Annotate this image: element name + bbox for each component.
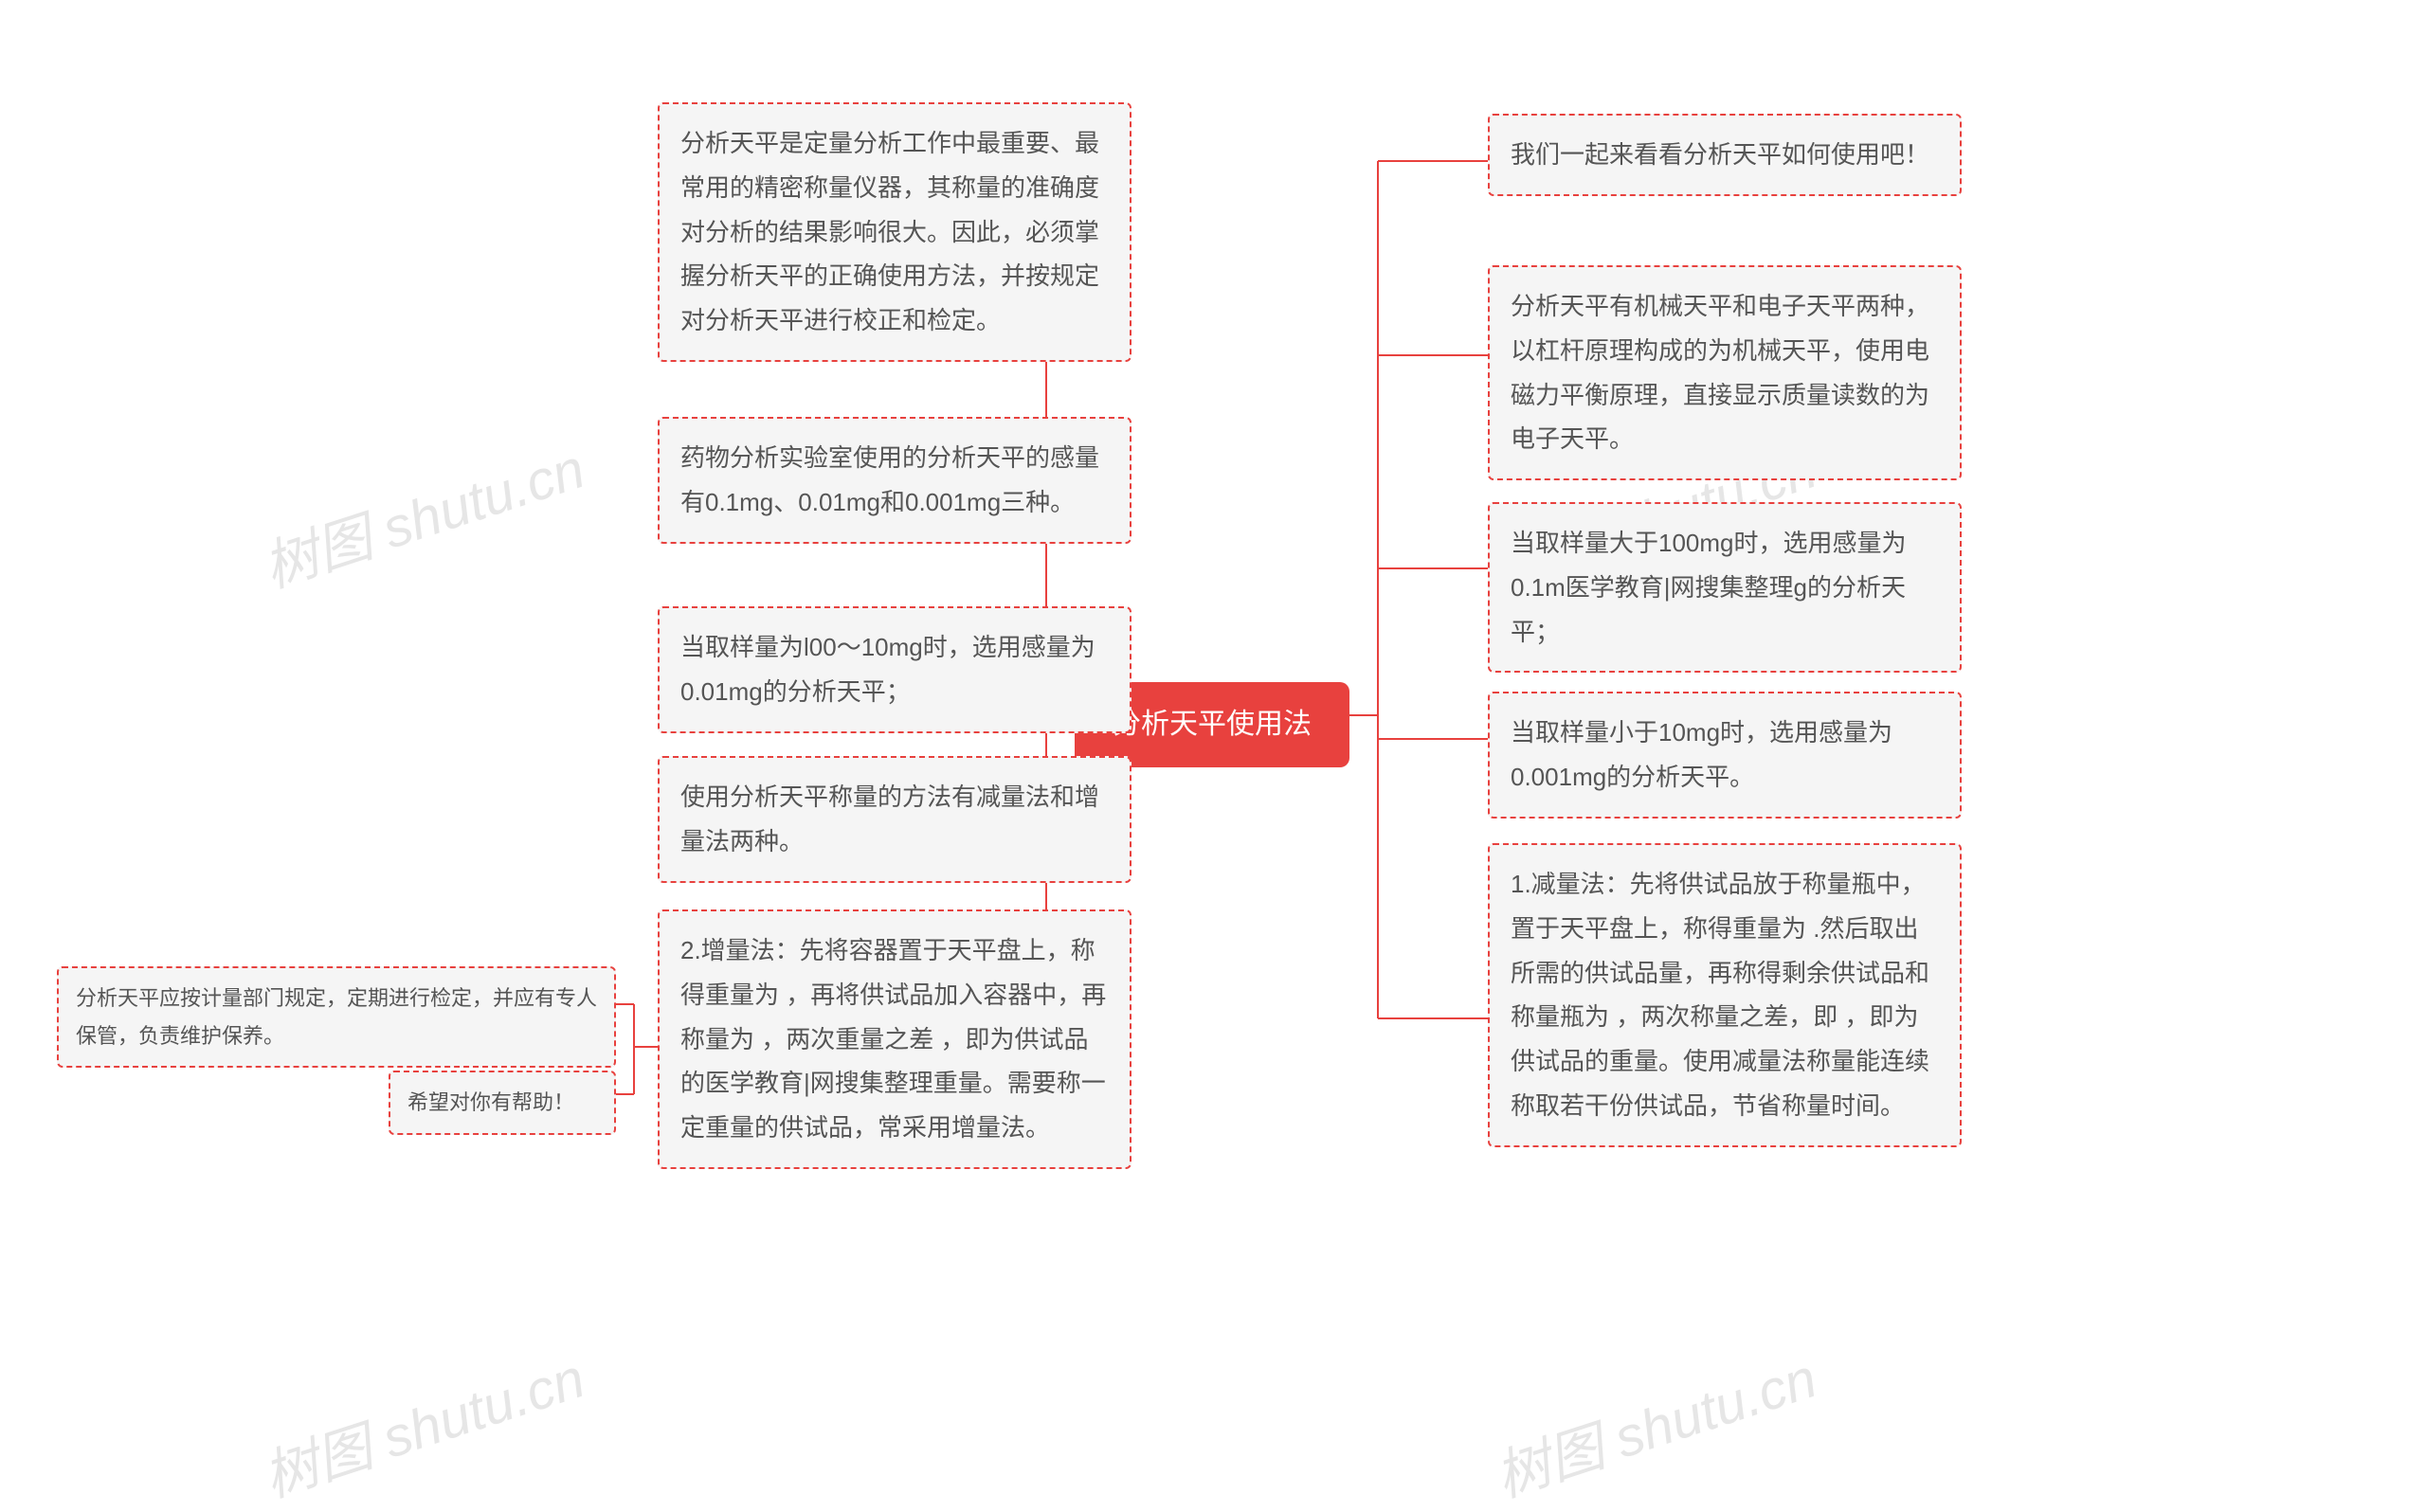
right-node-3: 当取样量小于10mg时，选用感量为0.001mg的分析天平。 xyxy=(1488,692,1962,819)
right-node-1: 分析天平有机械天平和电子天平两种，以杠杆原理构成的为机械天平，使用电磁力平衡原理… xyxy=(1488,265,1962,480)
left-node-0: 分析天平是定量分析工作中最重要、最常用的精密称量仪器，其称量的准确度对分析的结果… xyxy=(658,102,1132,362)
node-text: 分析天平是定量分析工作中最重要、最常用的精密称量仪器，其称量的准确度对分析的结果… xyxy=(680,129,1099,334)
left-leaf-0: 分析天平应按计量部门规定，定期进行检定，并应有专人保管，负责维护保养。 xyxy=(57,966,616,1068)
node-text: 当取样量小于10mg时，选用感量为0.001mg的分析天平。 xyxy=(1511,718,1892,791)
node-text: 我们一起来看看分析天平如何使用吧！ xyxy=(1511,140,1929,169)
node-text: 药物分析实验室使用的分析天平的感量有0.1mg、0.01mg和0.001mg三种… xyxy=(680,443,1099,516)
left-node-1: 药物分析实验室使用的分析天平的感量有0.1mg、0.01mg和0.001mg三种… xyxy=(658,417,1132,544)
left-node-3: 使用分析天平称量的方法有减量法和增量法两种。 xyxy=(658,756,1132,883)
node-text: 当取样量大于100mg时，选用感量为0.1m医学教育|网搜集整理g的分析天平； xyxy=(1511,529,1907,646)
watermark: 树图 shutu.cn xyxy=(252,424,593,603)
watermark: 树图 shutu.cn xyxy=(1484,1334,1825,1512)
node-text: 2.增量法：先将容器置于天平盘上，称得重量为 ，再将供试品加入容器中，再称量为 … xyxy=(680,936,1106,1142)
node-text: 分析天平应按计量部门规定，定期进行检定，并应有专人保管，负责维护保养。 xyxy=(76,986,597,1048)
node-text: 1.减量法：先将供试品放于称量瓶中，置于天平盘上，称得重量为 .然后取出所需的供… xyxy=(1511,870,1929,1120)
node-text: 分析天平有机械天平和电子天平两种，以杠杆原理构成的为机械天平，使用电磁力平衡原理… xyxy=(1511,292,1929,453)
left-node-2: 当取样量为l00～10mg时，选用感量为0.01mg的分析天平； xyxy=(658,606,1132,733)
node-text: 希望对你有帮助！ xyxy=(407,1090,574,1114)
center-label: 分析天平使用法 xyxy=(1113,709,1312,740)
left-leaf-1: 希望对你有帮助！ xyxy=(389,1071,616,1135)
right-node-4: 1.减量法：先将供试品放于称量瓶中，置于天平盘上，称得重量为 .然后取出所需的供… xyxy=(1488,843,1962,1147)
node-text: 使用分析天平称量的方法有减量法和增量法两种。 xyxy=(680,783,1099,855)
watermark: 树图 shutu.cn xyxy=(252,1334,593,1512)
right-node-2: 当取样量大于100mg时，选用感量为0.1m医学教育|网搜集整理g的分析天平； xyxy=(1488,502,1962,673)
node-text: 当取样量为l00～10mg时，选用感量为0.01mg的分析天平； xyxy=(680,633,1095,706)
right-node-0: 我们一起来看看分析天平如何使用吧！ xyxy=(1488,114,1962,196)
left-node-4: 2.增量法：先将容器置于天平盘上，称得重量为 ，再将供试品加入容器中，再称量为 … xyxy=(658,909,1132,1169)
